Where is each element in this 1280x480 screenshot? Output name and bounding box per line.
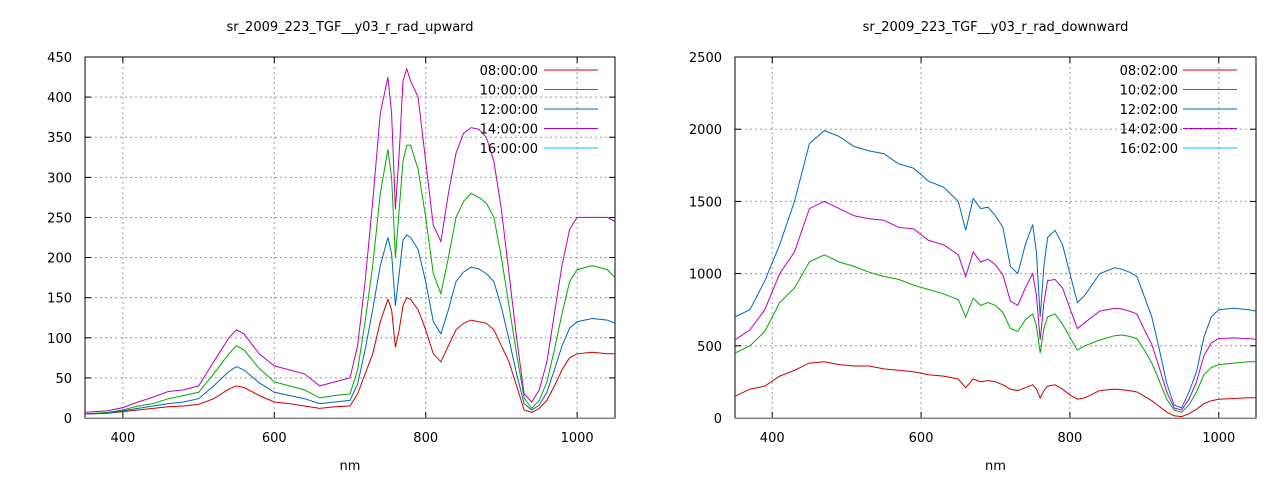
y-tick-label: 200	[47, 252, 72, 267]
legend-label: 16:02:00	[1120, 142, 1178, 157]
chart-downward-radiance: sr_2009_223_TGF__y03_r_rad_downward 400 60…	[689, 20, 1257, 474]
x-axis-label: nm	[340, 459, 361, 474]
series-line-12:00:00	[85, 234, 615, 415]
x-tick-label: 400	[110, 431, 135, 446]
x-tick-label: 800	[413, 431, 438, 446]
x-tick-label: 600	[909, 431, 934, 446]
series-line-08:02:00	[735, 361, 1256, 418]
y-tick-label: 1000	[689, 268, 722, 283]
series-line-12:02:00	[735, 130, 1256, 409]
y-tick-label: 400	[47, 91, 72, 106]
y-tick-label: 150	[47, 292, 72, 307]
legend-label: 16:00:00	[480, 142, 538, 157]
y-tick-label: 250	[47, 211, 72, 226]
y-tick-label: 450	[47, 51, 72, 66]
legend-label: 14:00:00	[480, 123, 538, 138]
legend-label: 10:00:00	[480, 84, 538, 99]
y-tick-label: 100	[47, 332, 72, 347]
legend-label: 10:02:00	[1120, 84, 1178, 99]
x-tick-label: 1000	[561, 431, 594, 446]
y-tick-label: 0	[64, 412, 72, 427]
chart-upward-radiance: sr_2009_223_TGF__y03_r_rad_upward 400 600 8…	[47, 20, 616, 474]
y-tick-label: 350	[47, 131, 72, 146]
x-tick-label: 600	[262, 431, 287, 446]
y-tick-label: 0	[714, 412, 722, 427]
x-tick-label: 800	[1058, 431, 1083, 446]
series-line-08:00:00	[85, 297, 615, 415]
x-tick-label: 1000	[1202, 431, 1235, 446]
y-tick-label: 2500	[689, 51, 722, 66]
y-tick-label: 1500	[689, 195, 722, 210]
legend-label: 12:00:00	[480, 103, 538, 118]
legend-label: 08:02:00	[1120, 64, 1178, 79]
series-line-10:00:00	[85, 144, 615, 415]
series-line-14:00:00	[85, 67, 615, 413]
legend-label: 12:02:00	[1120, 103, 1178, 118]
x-tick-label: 400	[760, 431, 785, 446]
y-tick-label: 500	[697, 340, 722, 355]
y-tick-label: 50	[55, 372, 72, 387]
y-tick-label: 300	[47, 171, 72, 186]
y-tick-label: 2000	[689, 123, 722, 138]
series-line-10:02:00	[735, 254, 1256, 413]
x-axis-label: nm	[985, 459, 1006, 474]
chart-title: sr_2009_223_TGF__y03_r_rad_downward	[863, 20, 1129, 35]
legend-label: 14:02:00	[1120, 123, 1178, 138]
chart-title: sr_2009_223_TGF__y03_r_rad_upward	[226, 20, 473, 35]
series-line-14:02:00	[735, 200, 1256, 411]
legend-label: 08:00:00	[480, 64, 538, 79]
